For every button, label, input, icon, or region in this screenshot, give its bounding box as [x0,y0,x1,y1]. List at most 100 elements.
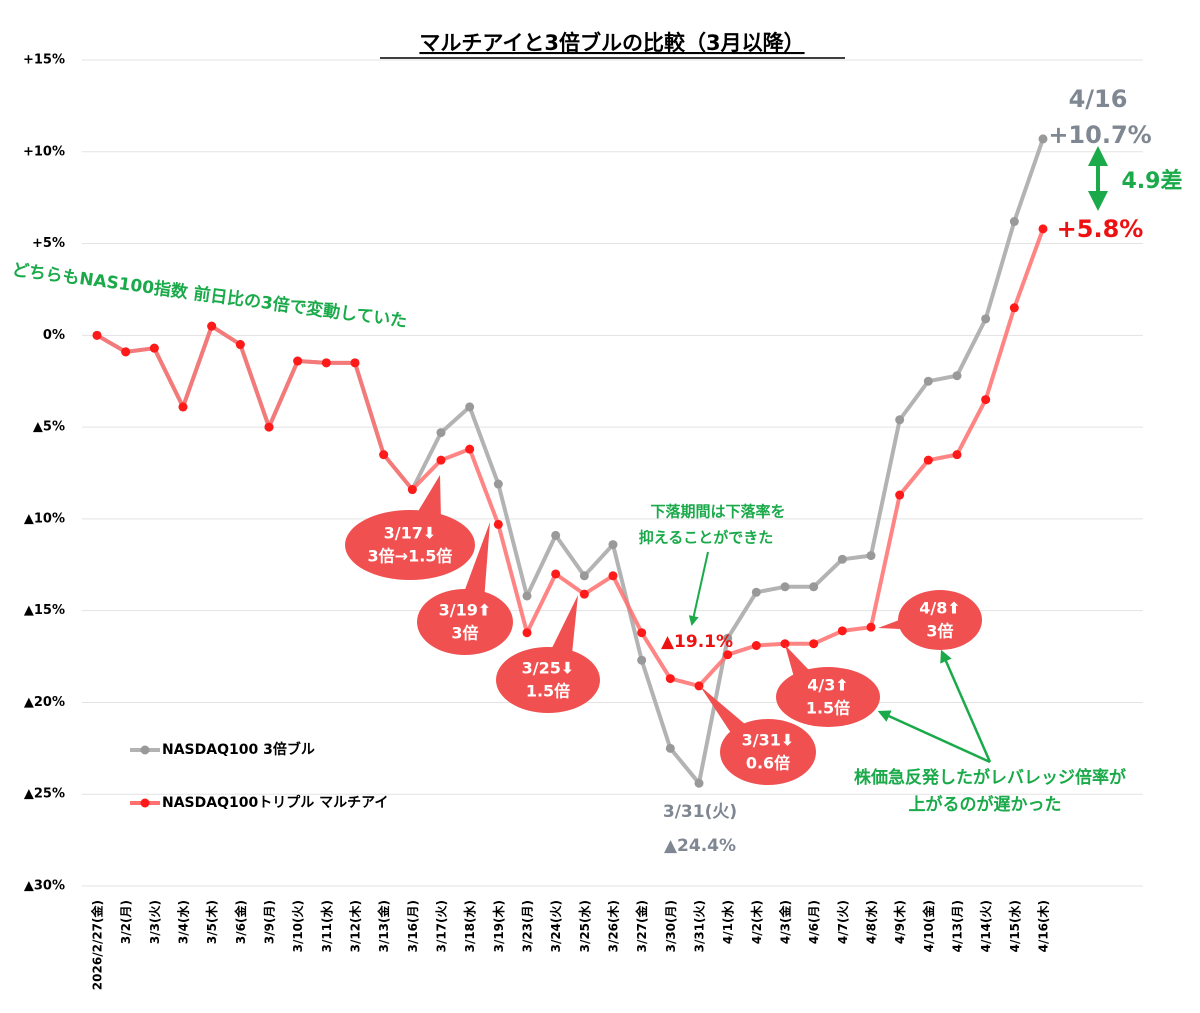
series-line [95,228,1045,688]
annotation: 3倍 [926,622,953,641]
data-point [1038,224,1048,234]
data-point [121,347,131,357]
x-tick-label: 3/3(火) [148,900,162,944]
annotation: 上がるのが遅かった [909,794,1062,815]
x-tick-label: 3/23(月) [521,900,535,952]
data-point [952,450,962,460]
data-point [665,674,675,684]
annotation: 3/25⬇ [522,659,575,678]
data-point [321,358,331,368]
callout-bubble [496,647,600,713]
arrow [940,649,992,763]
annotation: ▲24.4% [664,836,736,856]
x-tick-label: 3/18(水) [462,900,477,952]
y-tick-label: +5% [32,236,65,251]
chart-title: マルチアイと3倍ブルの比較（3月以降） [419,31,804,55]
data-point [694,681,704,691]
data-point [694,778,704,788]
legend-marker [140,798,150,808]
callout: 3/19⬆ 3倍 [417,522,513,655]
y-tick-label: +10% [23,144,65,159]
x-tick-label: 3/9(月) [263,900,277,944]
data-point [1009,303,1019,313]
legend-label: NASDAQ100トリプル マルチアイ [162,795,388,811]
x-tick-label: 3/24(火) [549,900,563,952]
x-tick-label: 3/2(月) [119,900,133,944]
data-point [465,402,475,412]
data-point [407,485,417,495]
y-tick-label: ▲20% [24,695,65,710]
x-tick-label: 4/14(火) [979,900,993,952]
callout-bubble [345,510,475,580]
annotation: ▲19.1% [661,632,733,652]
data-point [751,587,761,597]
annotation: 3倍 [451,624,478,643]
callout-bubble [720,719,816,785]
x-tick-label: 3/25(水) [577,900,592,952]
annotation: 4.9差 [1122,168,1183,194]
y-tick-label: +15% [23,53,65,68]
data-point [751,641,761,651]
annotation: 1.5倍 [526,682,570,701]
data-point [923,376,933,386]
x-tick-label: 3/19(木) [491,900,506,952]
x-tick-label: 3/4(水) [176,900,191,944]
data-point [522,628,532,638]
data-point [293,356,303,366]
data-point [809,582,819,592]
x-tick-label: 3/10(火) [291,900,305,952]
x-tick-label: 3/11(水) [319,900,334,952]
data-point [723,633,733,643]
y-tick-label: ▲5% [33,420,65,435]
x-tick-label: 3/6(金) [233,900,248,944]
x-tick-label: 3/31(火) [693,900,707,952]
annotation: 下落期間は下落率を [650,503,785,521]
annotation: 3/19⬆ [439,601,492,620]
data-point [952,371,962,381]
data-point [350,358,360,368]
callout: 4/3⬆ 1.5倍 [776,645,880,727]
data-point [637,628,647,638]
callout: 4/8⬆ 3倍 [878,590,982,650]
data-point [493,519,503,529]
data-point [522,591,532,601]
callout-bubble [776,667,880,727]
data-point [207,321,217,331]
x-tick-label: 3/27(金) [634,900,649,952]
data-point [608,571,618,581]
x-tick-label: 4/6(月) [807,900,821,944]
annotation: 株価急反発したがレバレッジ倍率が [854,767,1126,788]
callout: 3/31⬇ 0.6倍 [700,686,816,785]
annotation: 4/8⬆ [919,599,961,618]
data-point [723,650,733,660]
annotation: 1.5倍 [806,699,850,718]
x-tick-label: 4/9(木) [892,900,907,944]
x-tick-label: 3/12(木) [348,900,363,952]
annotation: +10.7% [1048,121,1151,149]
x-tick-label: 4/15(水) [1007,900,1022,952]
x-tick-label: 3/13(金) [376,900,391,952]
data-point [178,402,188,412]
y-tick-label: ▲15% [24,603,65,618]
annotation: 3/31⬇ [742,731,795,750]
data-point [1038,134,1048,144]
data-point [895,415,905,425]
y-tick-label: ▲25% [24,787,65,802]
data-point [1009,217,1019,227]
data-point [436,455,446,465]
data-point [837,626,847,636]
data-point [264,422,274,432]
y-tick-label: ▲30% [24,879,65,894]
data-point [981,395,991,405]
x-tick-label: 4/1(水) [720,900,735,944]
annotation: +5.8% [1057,215,1144,243]
annotation: 3/17⬇ [384,524,437,543]
data-point [436,428,446,438]
data-point [637,655,647,665]
x-tick-label: 2026/2/27(金) [90,900,105,990]
data-point [608,540,618,550]
annotation: 4/16 [1069,85,1128,113]
callout: 3/17⬇ 3倍→1.5倍 [345,475,475,580]
data-point [579,589,589,599]
